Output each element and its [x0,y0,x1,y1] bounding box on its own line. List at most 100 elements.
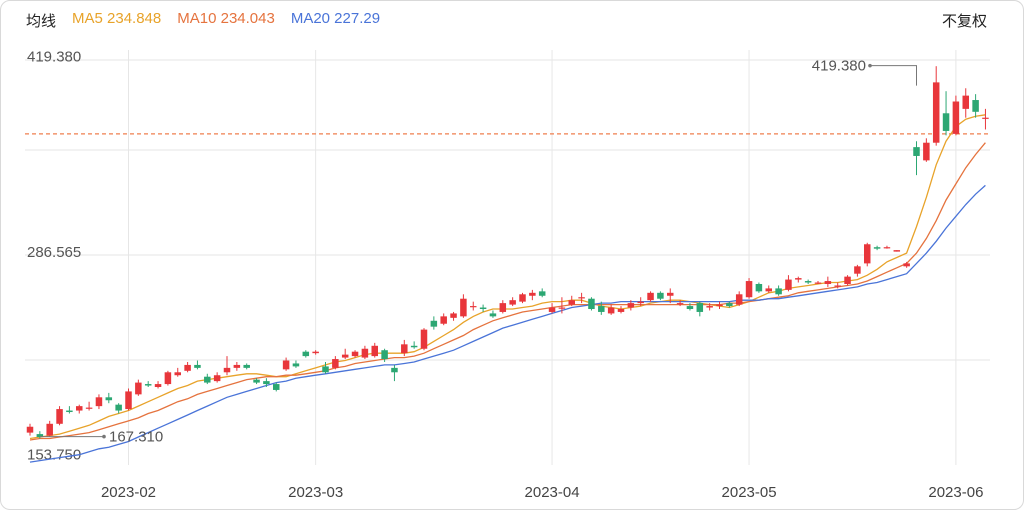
candle-body [401,344,408,354]
candle-body [95,397,103,407]
candle-body [194,364,201,368]
candle-body [489,313,497,317]
candle-body [204,376,211,383]
y-tick-label: 153.750 [27,447,81,464]
candle-body [519,294,526,302]
candle-body [854,266,861,274]
candle-body [578,297,585,299]
candle-body [657,292,664,299]
candle-body [479,307,487,310]
candle-body [893,250,901,252]
candle-body [932,82,940,143]
legend-ma5: MA5 234.848 [72,10,162,27]
candle-body [647,292,654,301]
candle-body [381,350,388,360]
candle-body [470,306,477,308]
candle-body [85,407,93,409]
candle-body [56,409,63,424]
candle-body [529,292,536,296]
ma-legend: 均线 MA5 234.848 MA10 234.043 MA20 227.29 [26,10,380,31]
candle-body [430,320,438,327]
legend-ma20: MA20 227.29 [290,10,381,27]
x-tick-label: 2023-06 [928,484,983,501]
candle-body [972,100,979,112]
candle-body [440,316,447,324]
candle-body [184,364,191,371]
adjust-toggle[interactable]: 不复权 [941,13,987,30]
candle-body [982,117,989,119]
candle-body [164,372,172,385]
candle-body [627,303,635,308]
candle-body [735,294,743,305]
candle-body [105,397,113,401]
candle-body [706,306,713,308]
candle-body [154,384,162,388]
candle-body [233,364,241,368]
candle-body [804,281,812,283]
candle-body [598,306,605,312]
candle-body [420,329,428,349]
candle-body [824,281,832,284]
ma-line-ma20 [29,184,986,463]
candle-body [607,307,615,314]
candle-body [213,375,221,382]
candle-body [952,101,960,134]
candle-body [844,276,851,284]
candle-body [617,309,625,312]
candle-body [696,303,704,312]
candle-body [509,300,516,305]
candle-body [312,351,319,354]
candle-body [125,391,132,410]
candle-body [558,307,566,309]
candle-body [568,300,575,305]
candle-body [883,247,891,249]
ma-line-ma10 [29,142,986,441]
candle-body [726,303,733,307]
candle-body [873,247,881,249]
candle-body [903,263,910,267]
candle-body [135,382,142,395]
legend-ma10: MA10 234.043 [177,10,275,27]
candle-body [913,147,920,156]
min-annotation-label: 167.310 [109,429,163,446]
min-annotation-dot [102,434,106,439]
candle-body [263,381,270,385]
max-annotation-label: 419.380 [812,58,866,75]
candle-body [302,351,310,357]
candle-body [923,142,930,161]
x-tick-label: 2023-03 [288,484,343,501]
candle-body [460,298,467,317]
candle-body [223,367,231,373]
candle-body [410,345,418,348]
max-annotation-dot [868,63,872,68]
candle-body [361,348,369,358]
y-tick-label: 419.380 [27,49,81,66]
candle-body [76,406,83,411]
candle-body [755,283,763,292]
candle-body [548,307,556,312]
legend-title: 均线 [26,13,57,30]
candle-body [243,364,250,368]
candle-body [775,288,782,295]
candle-body [66,410,73,413]
max-annotation-line [870,65,917,86]
candle-body [588,298,595,310]
candle-body [686,306,694,310]
candle-body [273,384,280,390]
candle-body [745,281,753,298]
candle-body [351,351,359,357]
candle-body [174,372,181,376]
candle-body [637,301,644,304]
candle-body [341,354,349,358]
candle-body [667,292,674,296]
y-tick-label: 286.565 [27,244,81,261]
candle-body [46,423,53,436]
ma-line-ma5 [29,114,986,440]
candle-body [716,304,723,307]
candle-body [814,282,822,284]
candle-body [795,278,802,280]
candle-body [26,426,34,433]
candle-body [371,345,378,357]
candle-body [864,244,871,264]
